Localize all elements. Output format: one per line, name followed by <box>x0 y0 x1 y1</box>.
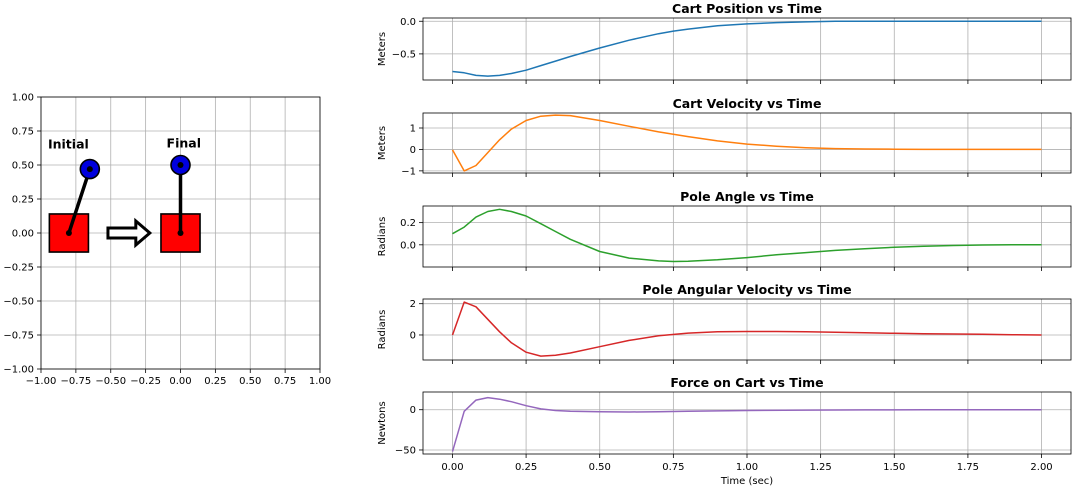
x-tick-label: 0.00 <box>169 376 191 387</box>
panel-title: Pole Angle vs Time <box>680 189 814 204</box>
x-tick-label: 1.75 <box>957 462 979 473</box>
series-line <box>451 301 1042 357</box>
y-tick-label: 0.2 <box>400 218 416 229</box>
panel-title: Force on Cart vs Time <box>670 375 823 390</box>
y-tick-label: 0.25 <box>12 195 34 206</box>
panel-4: 2 0 Pole Angular Velocity vs Time Radians <box>377 282 1072 364</box>
panel-2: 1 0 −1 Cart Velocity vs Time Meters <box>377 96 1072 177</box>
panel-1: 0.0 −0.5 Cart Position vs Time Meters <box>377 1 1072 84</box>
y-axis-label: Radians <box>377 310 388 350</box>
state-label: Initial <box>48 137 89 152</box>
y-tick-label: −50 <box>395 445 416 456</box>
x-tick-label: −0.25 <box>130 376 161 387</box>
panel-title: Cart Velocity vs Time <box>673 96 822 111</box>
x-tick-label: 0.50 <box>239 376 261 387</box>
y-tick-label: 0.00 <box>12 229 34 240</box>
series-line <box>452 20 1042 77</box>
panel-frame <box>422 112 1072 174</box>
y-tick-label: 0.50 <box>12 161 34 172</box>
y-tick-label: 2 <box>410 299 416 310</box>
y-tick-label: −0.50 <box>3 297 34 308</box>
y-tick-label: −1 <box>401 166 416 177</box>
panel-frame <box>422 17 1072 81</box>
cart-pivot <box>65 230 72 236</box>
y-axis-label: Radians <box>377 217 388 257</box>
x-tick-label: 0.75 <box>274 376 296 387</box>
panel-5: 0.00 0.25 0.50 0.75 1.00 1.25 1.50 1.75 2.00 0 −50… <box>377 375 1072 487</box>
x-tick-label: 0.00 <box>441 462 463 473</box>
cartpole-diagram: −1.00 −0.75 −0.50 −0.25 0.00 0.25 0.50 0.75 1.00… <box>3 93 331 388</box>
x-tick-label: −0.75 <box>61 376 92 387</box>
y-tick-label: 1.00 <box>12 93 34 104</box>
x-tick-label: 1.00 <box>736 462 758 473</box>
x-tick-label: 0.25 <box>204 376 226 387</box>
panel-title: Cart Position vs Time <box>672 1 822 16</box>
panel-frame <box>422 205 1072 268</box>
pole <box>67 167 92 235</box>
x-tick-label: 2.00 <box>1030 462 1052 473</box>
y-tick-label: 0.0 <box>400 240 416 251</box>
x-axis-label: Time (sec) <box>720 476 773 487</box>
y-axis-label: Meters <box>377 126 388 160</box>
y-axis-label: Meters <box>377 32 388 66</box>
y-tick-label: −0.75 <box>3 331 34 342</box>
x-tick-label: 1.00 <box>309 376 331 387</box>
x-tick-label: 0.75 <box>662 462 684 473</box>
panel-frame <box>422 298 1072 361</box>
series-line <box>452 208 1042 263</box>
x-tick-label: 0.25 <box>515 462 537 473</box>
x-tick-label: −1.00 <box>26 376 57 387</box>
panel-3: 0.2 0.0 Pole Angle vs Time Radians <box>377 189 1072 271</box>
transition-arrow-icon <box>106 217 153 249</box>
y-tick-label: 0.75 <box>12 127 34 138</box>
pole-pivot <box>177 162 184 168</box>
x-tick-label: 1.50 <box>883 462 905 473</box>
x-tick-label: 1.25 <box>810 462 832 473</box>
cart-pivot <box>177 230 184 236</box>
state-label: Final <box>167 135 201 150</box>
panel-frame <box>422 391 1072 455</box>
diagram-frame <box>40 96 321 370</box>
series-line <box>451 396 1042 452</box>
y-tick-label: 0 <box>410 330 416 341</box>
y-tick-label: 0 <box>410 145 416 156</box>
series-line <box>451 114 1042 172</box>
y-tick-label: −0.25 <box>3 263 34 274</box>
pole-pivot <box>86 166 93 173</box>
x-tick-label: −0.50 <box>95 376 126 387</box>
y-tick-label: −1.00 <box>3 365 34 376</box>
time-series-plots: 0.0 −0.5 Cart Position vs Time Meters 1 0 −1 Ca… <box>377 1 1072 487</box>
y-tick-label: −0.5 <box>392 49 416 60</box>
x-tick-label: 0.50 <box>589 462 611 473</box>
y-tick-label: 0.0 <box>400 17 416 28</box>
y-tick-label: 1 <box>410 124 416 135</box>
y-axis-label: Newtons <box>377 401 388 444</box>
panel-title: Pole Angular Velocity vs Time <box>642 282 851 297</box>
y-tick-label: 0 <box>410 405 416 416</box>
